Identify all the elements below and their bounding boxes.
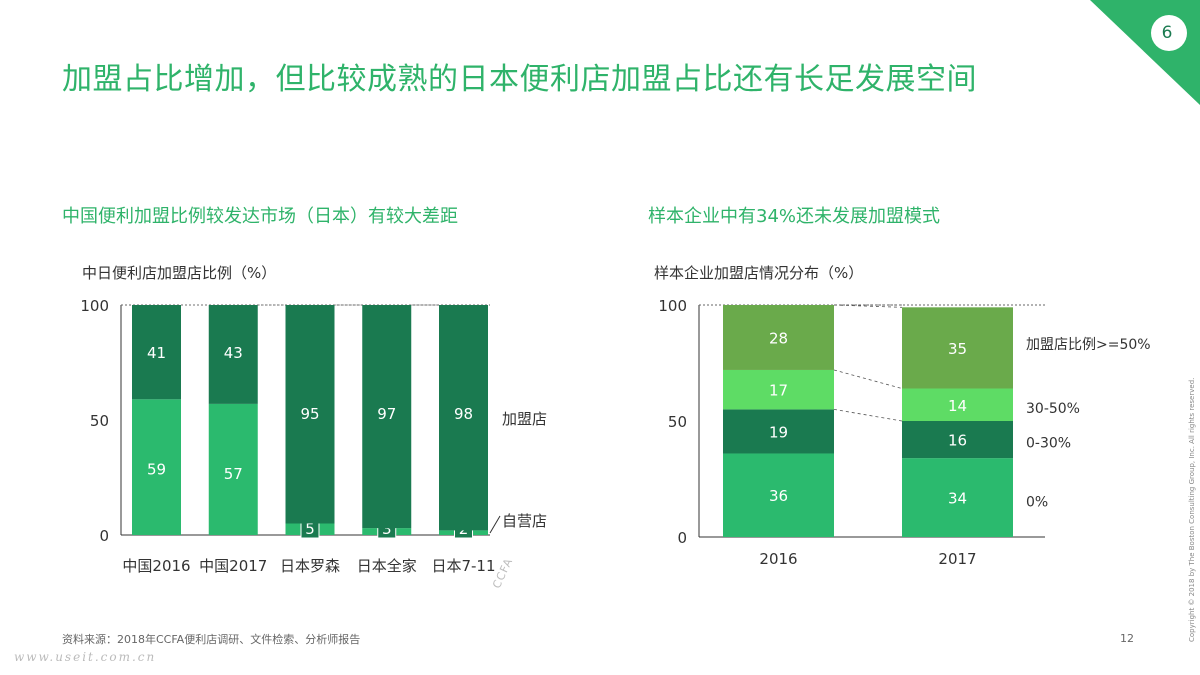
bar-segment (902, 307, 1013, 389)
data-label: 19 (769, 423, 788, 441)
data-label: 28 (769, 329, 788, 347)
series-label-self: 自营店 (502, 512, 547, 530)
right-chart: 0 50 100 36 19 17 28 2016 34 16 14 35 2017 0% 0-30% 30-… (658, 297, 1151, 568)
data-label: 97 (377, 405, 396, 423)
category-label: 中国2017 (199, 557, 267, 575)
bar-segment (285, 305, 335, 524)
data-label: 5 (305, 520, 315, 538)
y-tick-label: 0 (99, 527, 109, 545)
left-subtitle: 中国便利加盟比例较发达市场（日本）有较大差距 (62, 206, 458, 227)
bar-segment (132, 305, 181, 400)
category-label: 日本全家 (357, 557, 417, 575)
bar-segment (902, 421, 1013, 459)
y-tick-label: 50 (90, 412, 109, 430)
page-title: 加盟占比增加，但比较成熟的日本便利店加盟占比还有长足发展空间 (62, 62, 977, 97)
data-label: 35 (948, 340, 967, 358)
connector-line (833, 409, 903, 422)
category-label: 日本罗森 (280, 557, 340, 575)
series-leader-line (489, 515, 501, 534)
data-label: 16 (948, 432, 967, 450)
section-number: 6 (1161, 23, 1173, 43)
bar-segment (902, 458, 1013, 537)
copyright-text: Copyright © 2018 by The Boston Consultin… (1188, 377, 1196, 642)
data-label: 95 (300, 405, 319, 423)
data-label: 34 (948, 490, 967, 508)
bar-segment (723, 409, 834, 454)
y-tick-label: 50 (668, 413, 687, 431)
site-watermark: www.useit.com.cn (14, 650, 157, 664)
series-label: 0-30% (1026, 436, 1071, 452)
category-label: 2017 (938, 550, 976, 568)
data-label: 59 (147, 460, 166, 478)
bar-segment (208, 305, 258, 404)
bar-segment (362, 305, 412, 529)
y-tick-label: 0 (677, 529, 687, 547)
data-label: 41 (147, 344, 166, 362)
category-label: 中国2016 (122, 557, 190, 575)
y-tick-label: 100 (80, 297, 109, 315)
data-label: 43 (224, 344, 243, 362)
bar-segment (902, 388, 1013, 421)
bar-segment (723, 305, 834, 370)
series-label-franchise: 加盟店 (502, 410, 547, 428)
data-label: 57 (224, 465, 243, 483)
source-footnote: 资料来源：2018年CCFA便利店调研、文件检索、分析师报告 (62, 633, 361, 646)
bar-segment (208, 403, 258, 535)
series-label: 0% (1026, 495, 1048, 511)
left-chart: 0 50 100 59 41 中国2016 57 43 中国2017 5 95 日本罗森 3 97 日本全家… (80, 297, 547, 575)
data-label: 3 (382, 520, 392, 538)
bar-segment (439, 305, 488, 531)
corner-decoration (1090, 0, 1200, 105)
data-label: 98 (454, 405, 473, 423)
category-label: 2016 (759, 550, 797, 568)
data-label: 36 (769, 487, 788, 505)
left-chart-label: 中日便利店加盟店比例（%） (82, 264, 277, 282)
connector-line (833, 369, 903, 389)
data-label: 17 (769, 382, 788, 400)
category-label: 日本7-11 (431, 557, 495, 575)
bar-segment (132, 399, 181, 535)
bar-segment (723, 453, 834, 537)
connector-line (833, 304, 903, 308)
series-label: 加盟店比例>=50% (1026, 337, 1151, 353)
bar-segment (723, 369, 834, 410)
right-subtitle: 样本企业中有34%还未发展加盟模式 (648, 206, 941, 227)
series-label: 30-50% (1026, 401, 1080, 417)
page-number: 12 (1120, 632, 1134, 645)
y-tick-label: 100 (658, 297, 687, 315)
right-chart-label: 样本企业加盟店情况分布（%） (654, 264, 864, 282)
data-label: 14 (948, 397, 967, 415)
